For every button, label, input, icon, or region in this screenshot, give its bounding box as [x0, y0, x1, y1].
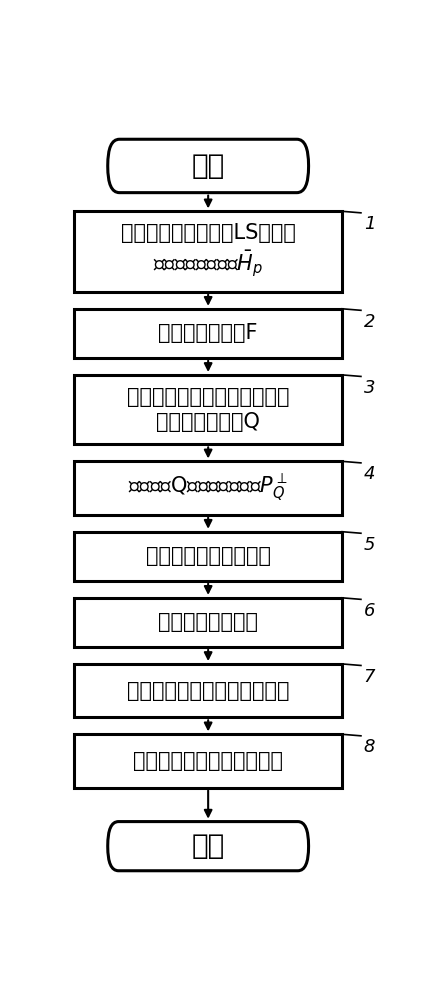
Text: 8: 8	[364, 738, 375, 756]
Bar	[74, 734, 342, 788]
Bar	[74, 461, 342, 515]
Text: 构造傅利叶矩阵F: 构造傅利叶矩阵F	[159, 323, 258, 343]
Text: 1: 1	[364, 215, 375, 233]
Text: 获取导频子载波处的LS信道频
域响应估计値向量$\bar{H}_p$: 获取导频子载波处的LS信道频 域响应估计値向量$\bar{H}_p$	[120, 223, 295, 280]
FancyBboxPatch shape	[108, 139, 309, 193]
Text: 结束: 结束	[191, 832, 225, 860]
Bar	[74, 375, 342, 444]
Bar	[74, 532, 342, 581]
Text: 3: 3	[364, 379, 375, 397]
Text: 2: 2	[364, 313, 375, 331]
Bar	[74, 309, 342, 358]
Text: 6: 6	[364, 602, 375, 620]
Text: 开始: 开始	[191, 152, 225, 180]
Bar	[74, 664, 342, 717]
Text: 7: 7	[364, 668, 375, 686]
Text: 获得信道的频域响应估计値: 获得信道的频域响应估计値	[133, 751, 283, 771]
Bar	[74, 211, 342, 292]
FancyBboxPatch shape	[108, 822, 309, 871]
Text: 4: 4	[364, 465, 375, 483]
Text: 构造矩阵Q的正交投影矩阵$P_Q^\perp$: 构造矩阵Q的正交投影矩阵$P_Q^\perp$	[128, 473, 288, 503]
Text: 5: 5	[364, 536, 375, 554]
Bar	[74, 598, 342, 647]
Text: 估计干扰和噪声的方差: 估计干扰和噪声的方差	[146, 546, 271, 566]
Text: 构造与导频子载波位置对应的
部分傅利叶矩阵Q: 构造与导频子载波位置对应的 部分傅利叶矩阵Q	[127, 387, 289, 432]
Text: 构造加权对角矩阵: 构造加权对角矩阵	[158, 612, 258, 632]
Text: 获得信道时域冲激响应估计値: 获得信道时域冲激响应估计値	[127, 681, 289, 701]
